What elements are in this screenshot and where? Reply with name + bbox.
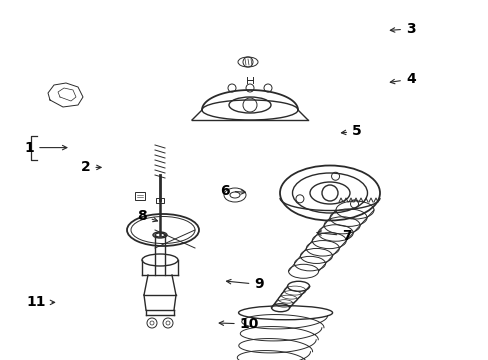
Text: 4: 4: [389, 72, 415, 86]
Text: 10: 10: [219, 317, 259, 331]
Bar: [135, 192, 145, 200]
Text: 1: 1: [24, 141, 67, 154]
Text: 5: 5: [341, 125, 361, 138]
Text: 11: 11: [27, 296, 55, 309]
Text: 9: 9: [226, 278, 264, 291]
Text: 3: 3: [389, 22, 415, 36]
Text: 8: 8: [137, 209, 157, 223]
Text: 6: 6: [220, 184, 245, 198]
Bar: [156, 198, 163, 203]
Text: 7: 7: [316, 229, 351, 243]
Text: 2: 2: [81, 161, 101, 174]
